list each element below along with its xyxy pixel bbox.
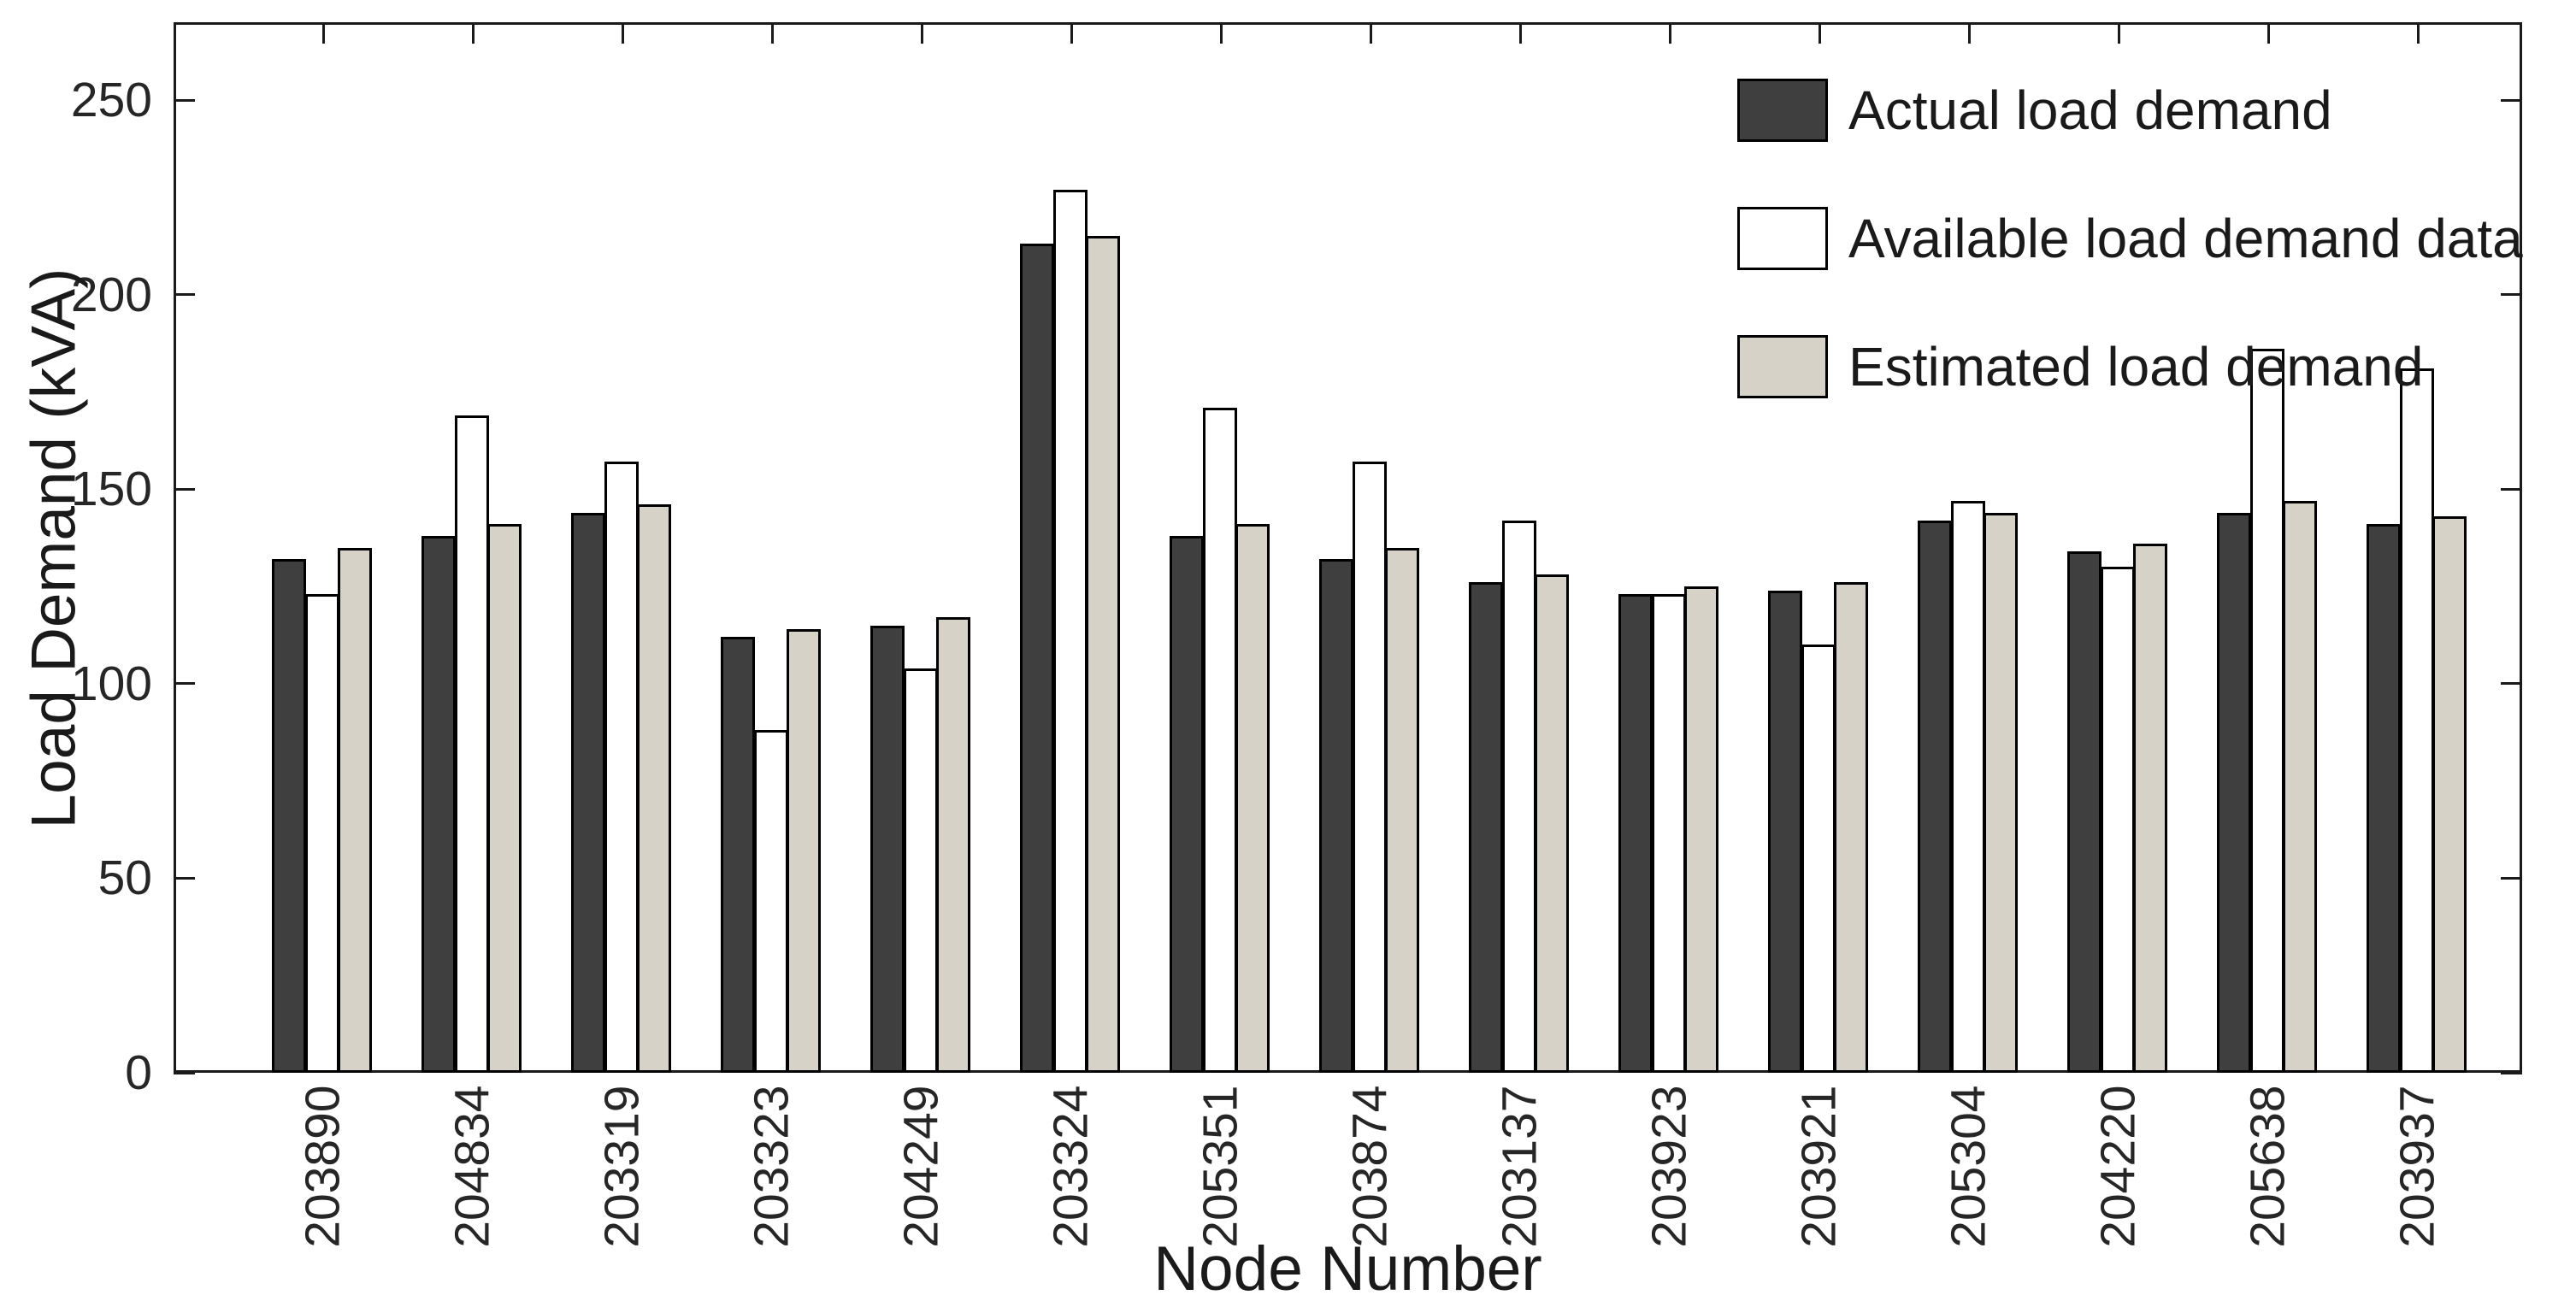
bar-estimated-203323 [787,629,821,1073]
x-tick-mark-top [920,22,923,44]
x-tick-mark-top [2416,22,2420,44]
x-tick-mark-top [471,22,475,44]
x-tick-mark-top [1070,22,1073,44]
y-tick-mark [174,98,195,102]
bar-available-204220 [2100,567,2135,1073]
bar-available-203937 [2399,368,2434,1073]
y-tick-mark-right [2501,293,2522,297]
x-tick-label-204220: 204220 [2090,1085,2146,1248]
bar-actual-204249 [870,625,905,1073]
y-tick-label: 0 [125,1045,152,1100]
bar-actual-204834 [421,535,456,1073]
bar-estimated-203921 [1834,582,1868,1073]
x-tick-label-205638: 205638 [2240,1085,2296,1248]
bar-available-204834 [454,415,489,1073]
y-tick-label: 100 [70,656,152,711]
bar-available-203923 [1651,594,1686,1073]
x-tick-mark-top [1219,22,1223,44]
x-tick-mark-top [1818,22,1821,44]
bar-available-205304 [1950,500,1985,1073]
bar-estimated-204834 [487,524,522,1073]
legend-label-available: Available load demand data [1848,208,2523,269]
y-tick-mark-right [2501,1071,2522,1074]
bar-actual-203923 [1618,594,1653,1073]
x-tick-mark-top [321,22,325,44]
bar-available-203921 [1801,645,1836,1073]
y-tick-label: 200 [70,267,152,322]
bar-estimated-203319 [637,504,671,1073]
x-tick-label-203890: 203890 [295,1085,351,1248]
x-tick-label-203319: 203319 [594,1085,650,1248]
bar-estimated-203137 [1535,574,1569,1073]
bar-available-203319 [604,462,639,1073]
x-tick-mark-top [2117,22,2120,44]
bar-available-203890 [304,594,339,1073]
x-tick-mark-top [1967,22,1971,44]
x-tick-mark-top [1518,22,1522,44]
bar-estimated-203923 [1684,586,1718,1073]
legend-swatch-estimated [1737,335,1828,398]
bar-available-203137 [1501,520,1536,1073]
bar-actual-203937 [2367,524,2401,1073]
y-tick-mark [174,876,195,880]
legend-swatch-actual [1737,79,1828,142]
bar-actual-203319 [571,512,605,1073]
y-tick-label: 150 [70,462,152,517]
bar-available-204249 [903,668,938,1073]
x-tick-label-204834: 204834 [445,1085,500,1248]
y-axis-title: Load Demand (kVA) [19,268,89,828]
bar-actual-203874 [1319,559,1353,1073]
x-tick-mark-top [770,22,774,44]
x-tick-label-204249: 204249 [893,1085,949,1248]
bar-estimated-203324 [1086,236,1120,1073]
bar-estimated-203874 [1385,547,1419,1073]
x-tick-label-203921: 203921 [1791,1085,1847,1248]
y-tick-mark [174,487,195,491]
legend-swatch-available [1737,207,1828,270]
bar-available-203874 [1352,462,1387,1073]
bar-actual-203324 [1020,244,1054,1073]
y-tick-mark-right [2501,98,2522,102]
bar-actual-203890 [272,559,306,1073]
bar-available-205351 [1202,407,1237,1073]
bar-estimated-205638 [2283,500,2317,1073]
bar-actual-205351 [1170,535,1204,1073]
bar-actual-204220 [2067,551,2101,1073]
bar-available-205638 [2249,349,2284,1073]
y-tick-mark-right [2501,682,2522,686]
y-tick-mark-right [2501,487,2522,491]
bar-available-203324 [1052,189,1088,1073]
bar-actual-203921 [1768,590,1802,1073]
x-tick-mark-top [621,22,624,44]
bar-actual-205304 [1918,520,1952,1073]
y-tick-label: 250 [70,73,152,128]
bar-available-203323 [753,730,788,1073]
y-tick-mark [174,682,195,686]
bar-estimated-205304 [1984,512,2018,1073]
bar-estimated-205351 [1235,524,1270,1073]
bar-estimated-204220 [2133,543,2167,1073]
bar-actual-203137 [1469,582,1503,1073]
bar-estimated-203937 [2432,516,2467,1073]
y-tick-label: 50 [97,851,152,906]
bar-actual-205638 [2217,512,2251,1073]
legend-label-actual: Actual load demand [1848,79,2332,141]
y-tick-mark-right [2501,876,2522,880]
x-axis-title: Node Number [1153,1234,1542,1301]
x-tick-label-203323: 203323 [744,1085,799,1248]
y-tick-mark [174,1071,195,1074]
x-tick-mark-top [1369,22,1372,44]
x-tick-mark-top [2267,22,2270,44]
bar-estimated-203890 [338,547,372,1073]
legend-label-estimated: Estimated load demand [1848,336,2424,397]
x-tick-label-205304: 205304 [1941,1085,1996,1248]
bar-estimated-204249 [936,617,970,1073]
x-tick-label-203937: 203937 [2390,1085,2445,1248]
bar-actual-203323 [721,637,755,1073]
x-tick-mark-top [1668,22,1671,44]
y-tick-mark [174,293,195,297]
